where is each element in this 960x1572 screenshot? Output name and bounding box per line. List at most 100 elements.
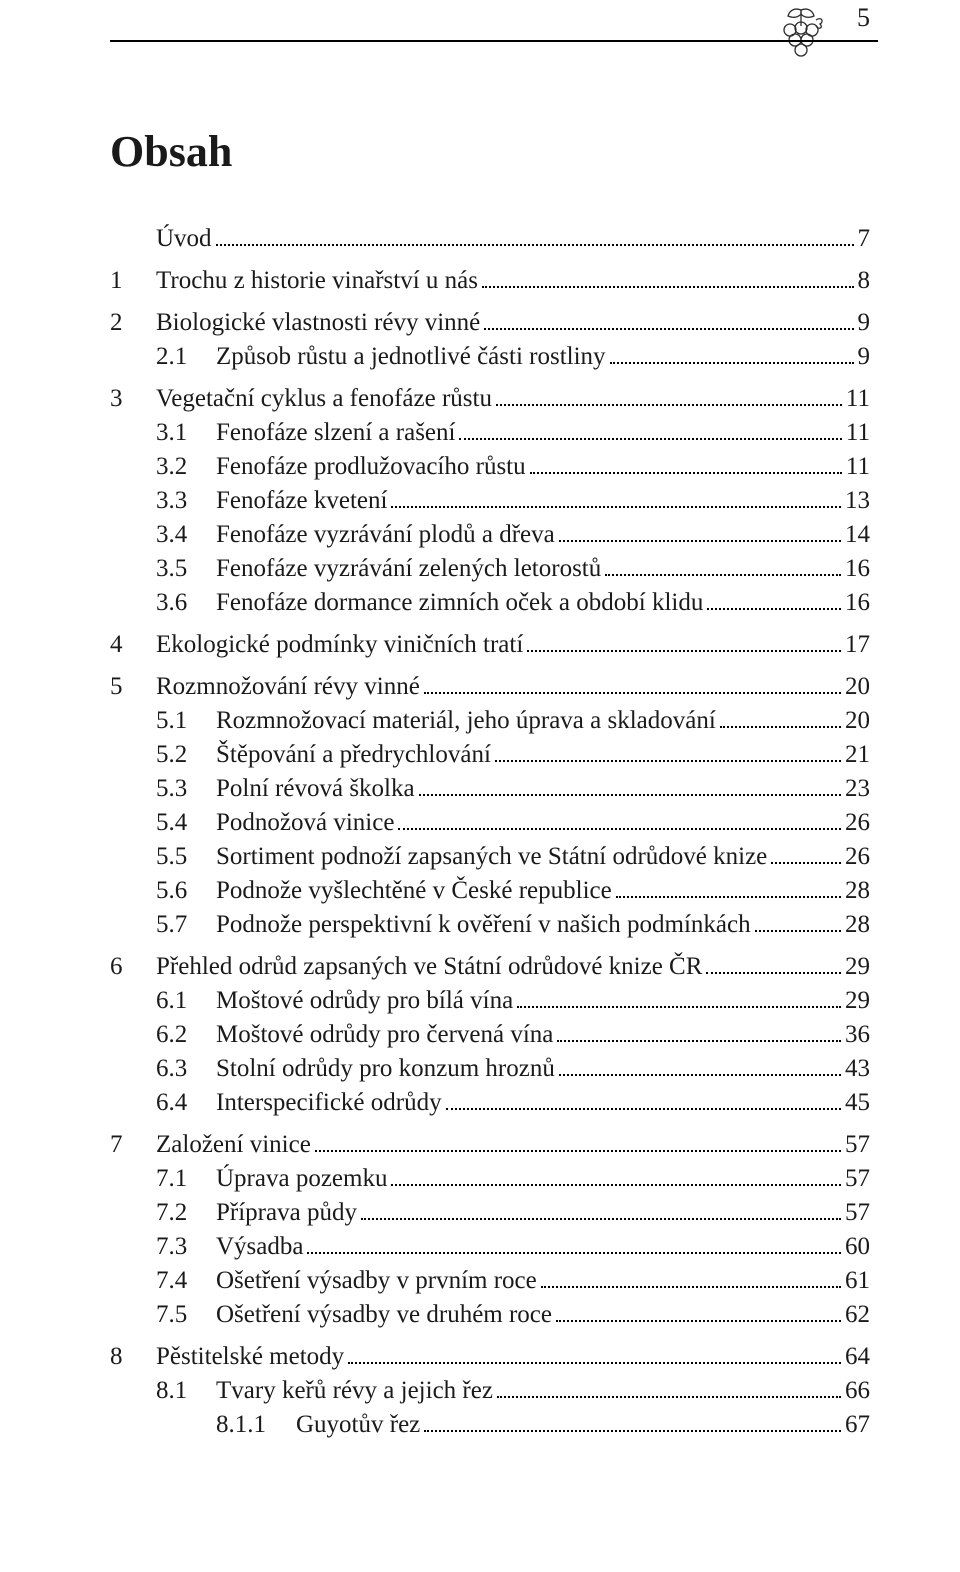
toc-leader-dots [446, 1108, 841, 1110]
toc-entry: 8.1.1Guyotův řez67 [110, 1408, 870, 1442]
toc-section-number: 3.2 [156, 450, 216, 484]
toc-label: Fenofáze dormance zimních oček a období … [216, 586, 703, 620]
toc-chapter-number: 4 [110, 628, 156, 662]
toc-entry: 3.2Fenofáze prodlužovacího růstu11 [110, 450, 870, 484]
toc-page: 57 [845, 1128, 870, 1162]
toc-label: Fenofáze slzení a rašení [216, 416, 455, 450]
toc-entry: 3.1Fenofáze slzení a rašení11 [110, 416, 870, 450]
toc-page: 11 [846, 382, 870, 416]
toc-entry: 4Ekologické podmínky viničních tratí17 [110, 628, 870, 662]
toc-entry: 5.3Polní révová školka23 [110, 772, 870, 806]
toc-leader-dots [559, 1074, 841, 1076]
toc-label: Sortiment podnoží zapsaných ve Státní od… [216, 840, 767, 874]
toc-section-number: 5.4 [156, 806, 216, 840]
toc-entry: 7.4Ošetření výsadby v prvním roce61 [110, 1264, 870, 1298]
toc-section-number: 5.3 [156, 772, 216, 806]
table-of-contents: Úvod 7 1Trochu z historie vinařství u nás 8… [110, 222, 870, 1442]
toc-leader-dots [496, 404, 842, 406]
toc-leader-dots [348, 1362, 841, 1364]
toc-entry: 3Vegetační cyklus a fenofáze růstu11 [110, 382, 870, 416]
toc-leader-dots [398, 828, 841, 830]
toc-label: Guyotův řez [296, 1408, 420, 1442]
toc-page: 21 [845, 738, 870, 772]
toc-page: 16 [845, 552, 870, 586]
toc-label: Moštové odrůdy pro bílá vína [216, 984, 513, 1018]
toc-leader-dots [307, 1252, 841, 1254]
toc-leader-dots [497, 1396, 841, 1398]
toc-label: Způsob růstu a jednotlivé části rostliny [216, 340, 606, 374]
toc-entry: 3.5Fenofáze vyzrávání zelených letorostů… [110, 552, 870, 586]
toc-page: 67 [845, 1408, 870, 1442]
toc-label: Ošetření výsadby v prvním roce [216, 1264, 537, 1298]
toc-chapter-number: 2 [110, 306, 156, 340]
toc-chapter-number: 3 [110, 382, 156, 416]
toc-label: Ekologické podmínky viničních tratí [156, 628, 523, 662]
toc-page: 8 [858, 264, 871, 298]
toc-label: Trochu z historie vinařství u nás [156, 264, 478, 298]
toc-leader-dots [771, 862, 841, 864]
toc-page: 7 [858, 222, 871, 256]
toc-label: Fenofáze kvetení [216, 484, 387, 518]
toc-label: Fenofáze vyzrávání zelených letorostů [216, 552, 601, 586]
toc-entry: 5.5Sortiment podnoží zapsaných ve Státní… [110, 840, 870, 874]
toc-section-number: 8.1 [156, 1374, 216, 1408]
toc-label: Moštové odrůdy pro červená vína [216, 1018, 553, 1052]
toc-entry: 6.4Interspecifické odrůdy 45 [110, 1086, 870, 1120]
toc-label: Založení vinice [156, 1128, 311, 1162]
toc-entry: 5.4Podnožová vinice26 [110, 806, 870, 840]
toc-entry: 7.5Ošetření výsadby ve druhém roce62 [110, 1298, 870, 1332]
toc-entry: 7.2Příprava půdy57 [110, 1196, 870, 1230]
toc-section-number: 5.7 [156, 908, 216, 942]
toc-section-number: 5.1 [156, 704, 216, 738]
toc-leader-dots [616, 896, 841, 898]
toc-leader-dots [315, 1150, 841, 1152]
toc-section-number: 7.4 [156, 1264, 216, 1298]
toc-page: 26 [845, 840, 870, 874]
toc-leader-dots [459, 438, 841, 440]
toc-page: 13 [845, 484, 870, 518]
toc-page: 62 [845, 1298, 870, 1332]
toc-page: 45 [845, 1086, 870, 1120]
toc-label: Úvod [156, 222, 212, 256]
toc-chapter-number: 1 [110, 264, 156, 298]
toc-leader-dots [495, 760, 841, 762]
toc-page: 11 [846, 416, 870, 450]
header-rule [110, 40, 878, 42]
toc-section-number: 7.1 [156, 1162, 216, 1196]
toc-entry: 6.1Moštové odrůdy pro bílá vína29 [110, 984, 870, 1018]
toc-page: 64 [845, 1340, 870, 1374]
toc-label: Fenofáze vyzrávání plodů a dřeva [216, 518, 555, 552]
toc-entry: Úvod 7 [110, 222, 870, 256]
toc-entry: 5.2Štěpování a předrychlování21 [110, 738, 870, 772]
toc-section-number: 6.4 [156, 1086, 216, 1120]
toc-entry: 5.1Rozmnožovací materiál, jeho úprava a … [110, 704, 870, 738]
toc-section-number: 5.6 [156, 874, 216, 908]
toc-chapter-number: 7 [110, 1128, 156, 1162]
toc-page: 29 [845, 950, 870, 984]
toc-label: Polní révová školka [216, 772, 415, 806]
toc-leader-dots [541, 1286, 841, 1288]
toc-label: Štěpování a předrychlování [216, 738, 491, 772]
toc-section-number: 3.5 [156, 552, 216, 586]
toc-title: Obsah [110, 122, 870, 182]
toc-label: Tvary keřů révy a jejich řez [216, 1374, 493, 1408]
toc-leader-dots [530, 472, 842, 474]
toc-leader-dots [482, 286, 854, 288]
toc-label: Podnožová vinice [216, 806, 394, 840]
toc-page: 29 [845, 984, 870, 1018]
toc-leader-dots [707, 608, 841, 610]
toc-leader-dots [527, 650, 841, 652]
toc-entry: 7Založení vinice 57 [110, 1128, 870, 1162]
toc-label: Ošetření výsadby ve druhém roce [216, 1298, 552, 1332]
toc-leader-dots [706, 972, 841, 974]
toc-leader-dots [517, 1006, 841, 1008]
toc-leader-dots [720, 726, 841, 728]
toc-label: Podnože perspektivní k ověření v našich … [216, 908, 751, 942]
toc-entry: 7.3Výsadba60 [110, 1230, 870, 1264]
toc-label: Interspecifické odrůdy [216, 1086, 442, 1120]
toc-leader-dots [557, 1040, 841, 1042]
toc-page: 16 [845, 586, 870, 620]
toc-label: Rozmnožovací materiál, jeho úprava a skl… [216, 704, 716, 738]
page-number: 5 [857, 0, 870, 35]
toc-entry: 1Trochu z historie vinařství u nás 8 [110, 264, 870, 298]
